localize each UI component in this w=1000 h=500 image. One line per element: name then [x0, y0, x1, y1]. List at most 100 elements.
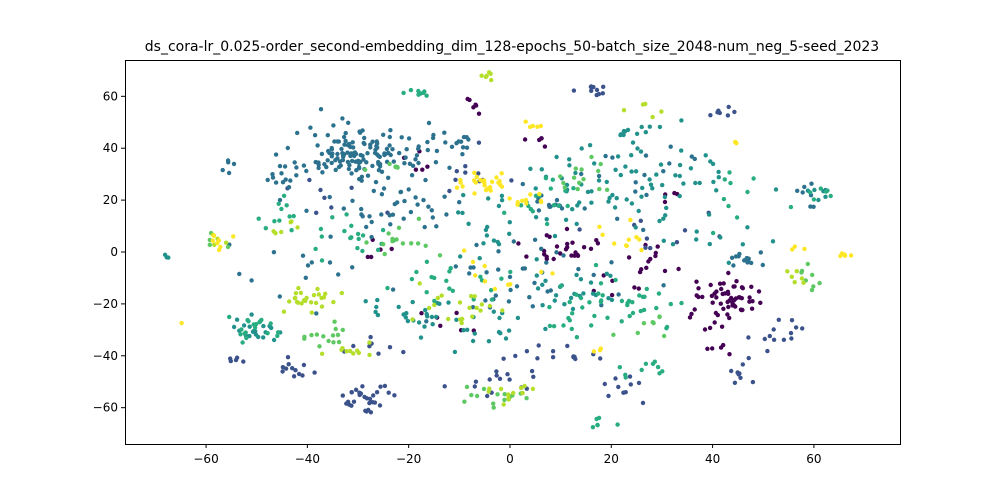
data-point-series-3: [688, 166, 694, 171]
data-point-series-3: [657, 124, 663, 130]
data-point-series-2: [292, 160, 297, 165]
data-point-series-1: [616, 384, 621, 390]
data-point-series-3: [589, 200, 594, 205]
data-point-series-0: [705, 346, 710, 351]
data-point-series-2: [406, 187, 411, 192]
data-point-series-6: [446, 316, 451, 322]
data-point-series-0: [718, 301, 723, 306]
data-point-series-3: [770, 239, 776, 244]
data-point-series-1: [401, 349, 406, 355]
data-point-series-3: [629, 201, 635, 206]
data-point-series-2: [270, 175, 276, 180]
data-point-series-4: [414, 269, 419, 275]
data-point-series-4: [623, 375, 628, 380]
data-point-series-4: [543, 176, 549, 181]
data-point-series-7: [550, 271, 555, 276]
data-point-series-2: [466, 137, 471, 142]
data-point-series-2: [603, 153, 608, 159]
data-point-series-6: [467, 305, 472, 310]
data-point-series-7: [527, 124, 533, 130]
data-point-series-0: [702, 327, 708, 332]
data-point-series-2: [220, 167, 225, 173]
data-point-series-1: [241, 359, 246, 364]
data-point-series-2: [399, 135, 404, 140]
data-point-series-1: [627, 374, 633, 379]
data-point-series-1: [789, 336, 794, 341]
data-point-series-3: [533, 215, 539, 220]
data-point-series-2: [532, 280, 537, 286]
data-point-series-7: [489, 179, 495, 184]
data-point-series-1: [594, 92, 599, 98]
data-point-series-3: [718, 235, 723, 240]
data-point-series-3: [430, 322, 435, 327]
data-point-series-4: [569, 326, 574, 332]
data-point-series-4: [355, 245, 360, 251]
data-point-series-7: [839, 251, 845, 256]
data-point-series-2: [460, 145, 466, 150]
data-point-series-4: [722, 177, 727, 182]
data-point-series-0: [750, 299, 755, 304]
data-point-series-4: [424, 259, 430, 264]
data-point-series-2: [530, 304, 535, 309]
data-point-series-5: [437, 253, 443, 258]
data-point-series-6: [501, 402, 506, 407]
data-point-series-3: [673, 173, 678, 178]
data-point-series-1: [509, 178, 514, 183]
data-point-series-4: [447, 269, 452, 274]
data-point-series-3: [486, 196, 491, 201]
data-point-series-3: [629, 153, 634, 158]
data-point-series-5: [481, 386, 487, 392]
data-point-series-6: [281, 309, 287, 314]
data-point-series-3: [422, 324, 427, 329]
data-point-series-4: [563, 188, 568, 193]
data-point-series-7: [848, 253, 854, 258]
data-point-series-3: [606, 199, 611, 204]
data-point-series-1: [442, 384, 447, 389]
data-point-series-7: [488, 188, 493, 193]
data-point-series-3: [610, 192, 615, 198]
data-point-series-1: [505, 372, 510, 377]
data-point-series-2: [367, 214, 372, 219]
data-point-series-2: [433, 160, 439, 165]
data-point-series-4: [587, 300, 592, 305]
data-point-series-0: [758, 300, 763, 305]
data-point-series-0: [719, 286, 724, 292]
data-point-series-6: [500, 308, 505, 313]
data-point-series-0: [554, 244, 560, 249]
data-point-series-3: [606, 296, 611, 301]
data-point-series-2: [277, 163, 283, 169]
data-point-series-2: [430, 215, 435, 220]
data-point-series-3: [703, 153, 708, 158]
data-point-series-5: [817, 280, 822, 286]
data-point-series-2: [320, 170, 325, 175]
data-point-series-4: [243, 330, 248, 335]
data-point-series-6: [474, 305, 479, 311]
data-point-series-2: [610, 155, 615, 160]
data-point-series-7: [612, 241, 617, 246]
data-point-series-4: [489, 297, 495, 302]
data-point-series-4: [355, 231, 361, 237]
data-point-series-1: [594, 87, 600, 93]
data-point-series-4: [556, 203, 561, 208]
chart-title: ds_cora-lr_0.025-order_second-embedding_…: [145, 39, 879, 55]
data-point-series-2: [282, 164, 288, 169]
data-point-series-5: [474, 393, 480, 399]
data-point-series-3: [423, 307, 428, 313]
data-point-series-2: [288, 178, 293, 183]
data-point-series-6: [356, 350, 362, 356]
data-point-series-2: [642, 172, 647, 178]
data-point-series-4: [811, 197, 817, 202]
data-point-series-0: [729, 295, 734, 301]
data-point-series-4: [728, 180, 733, 186]
data-point-series-5: [321, 334, 326, 339]
data-point-series-2: [312, 133, 318, 138]
data-point-series-2: [361, 140, 366, 146]
data-point-series-5: [326, 338, 331, 344]
data-point-series-2: [356, 164, 362, 170]
data-point-series-4: [566, 315, 571, 321]
data-point-series-2: [532, 237, 538, 242]
data-point-series-0: [419, 311, 424, 316]
data-point-series-5: [558, 174, 563, 179]
data-point-series-4: [660, 369, 665, 374]
data-point-series-4: [245, 317, 250, 323]
